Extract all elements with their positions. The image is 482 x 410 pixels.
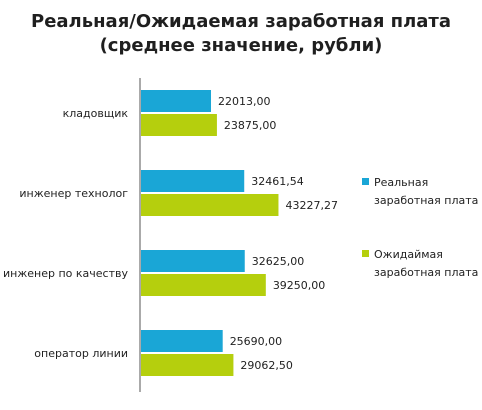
legend-label: заработная плата [374,266,478,279]
chart-title-line-1: Реальная/Ожидаемая заработная плата [31,11,451,32]
bar-expected [141,114,217,136]
legend: Реальная заработная плата Ожидаймая заработ… [362,176,478,279]
data-label: 39250,00 [273,279,326,292]
legend-label: Ожидаймая [374,248,443,261]
bar-real [141,90,212,112]
legend-swatch-expected [362,250,369,257]
data-label: 29062,50 [240,359,293,372]
bar-real [141,250,245,272]
legend-swatch-real [362,178,369,185]
data-label: 43227,27 [285,199,338,212]
data-label: 22013,00 [218,95,271,108]
bar-expected [141,274,266,296]
data-label: 25690,00 [230,335,283,348]
bar-real [141,330,223,352]
legend-label: заработная плата [374,194,478,207]
data-label: 23875,00 [224,119,276,132]
chart-title: Реальная/Ожидаемая заработная плата (сре… [0,10,482,58]
data-label: 32625,00 [252,255,305,268]
chart-title-line-2: (среднее значение, рубли) [99,35,383,56]
bar-real [141,170,245,192]
bars-group: кладовщик 22013,00 23875,00 инженер техноло… [3,90,338,376]
category-label: оператор линии [34,347,128,360]
data-label: 32461,54 [251,175,304,188]
category-label: кладовщик [63,107,129,120]
category-label: инженер по качеству [3,267,128,280]
category-label: инженер технолог [19,187,128,200]
bar-expected [141,354,234,376]
bar-expected [141,194,279,216]
legend-label: Реальная [374,176,428,189]
